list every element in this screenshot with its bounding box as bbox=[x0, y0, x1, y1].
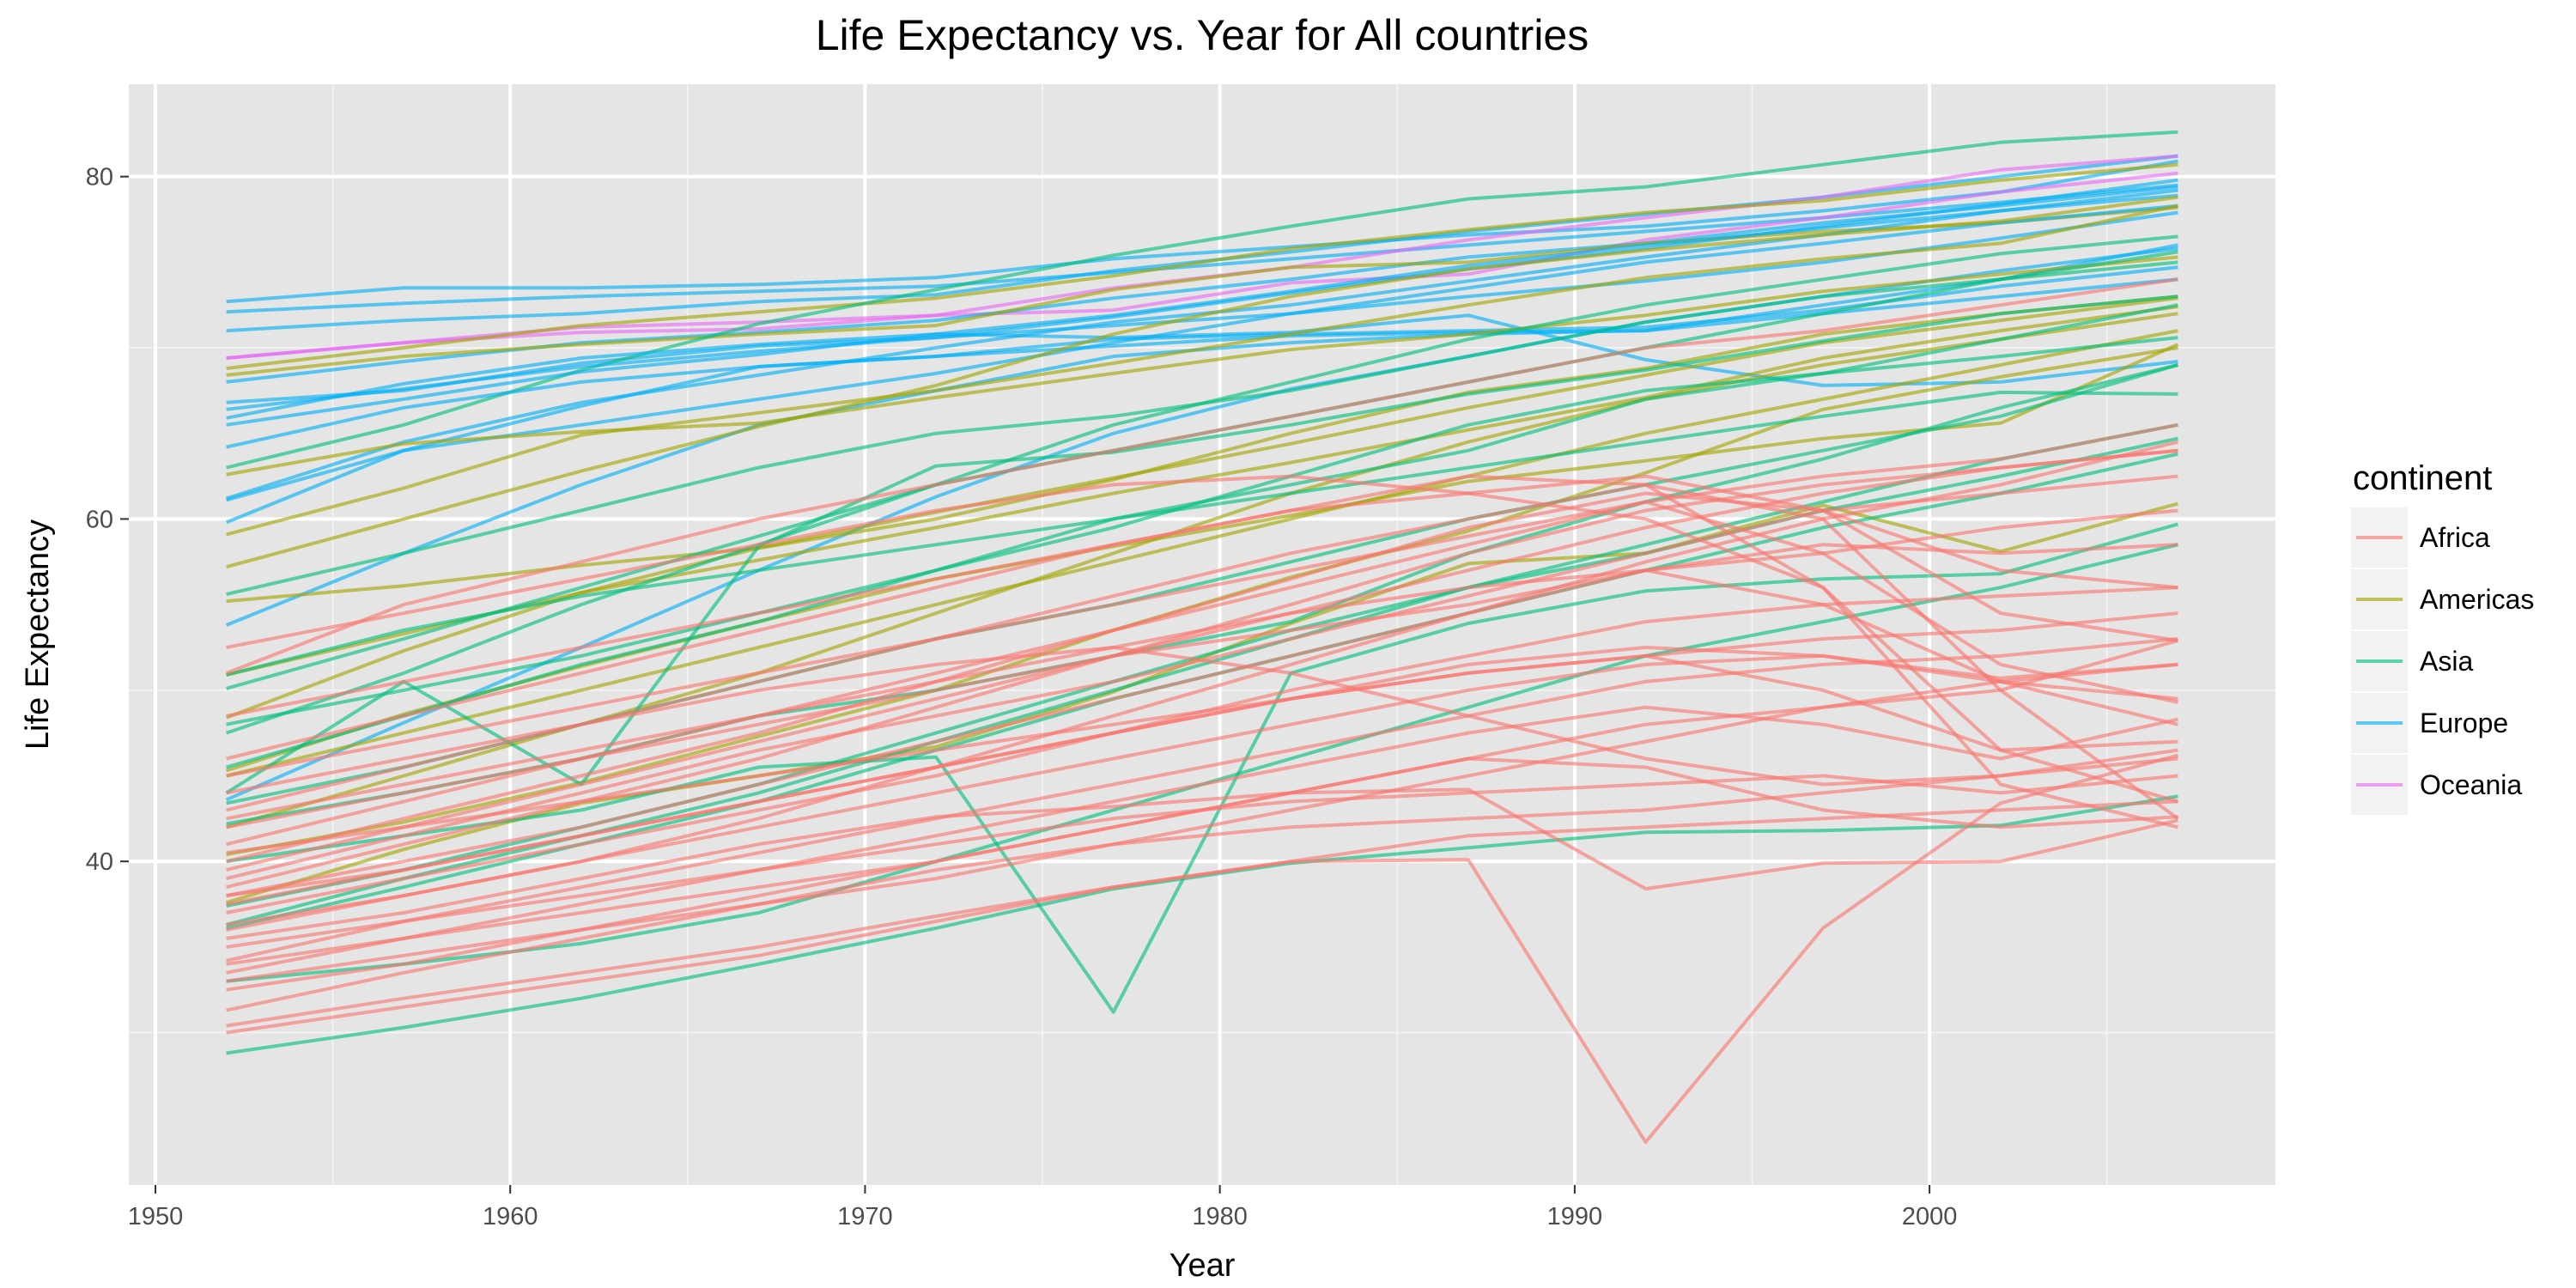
series-line-africa bbox=[226, 787, 2178, 940]
series-line-europe bbox=[226, 313, 2178, 420]
legend: continent Africa Americas Asia Europe Oceani… bbox=[2351, 459, 2534, 815]
series-line-europe bbox=[226, 243, 2178, 502]
series-line-europe bbox=[225, 204, 2178, 525]
y-tick-label: 60 bbox=[86, 506, 113, 533]
series-line-africa bbox=[226, 440, 2178, 927]
x-tick-label: 1980 bbox=[1192, 1203, 1248, 1230]
x-tick-label: 2000 bbox=[1902, 1203, 1958, 1230]
series-line-asia bbox=[226, 390, 2178, 677]
series-line-americas bbox=[226, 195, 2178, 569]
series-line-americas bbox=[226, 329, 2178, 778]
legend-title: continent bbox=[2353, 459, 2492, 497]
series-line-africa bbox=[226, 500, 2178, 778]
series-line-africa bbox=[226, 753, 2178, 1145]
series-line-africa bbox=[226, 646, 2178, 795]
legend-label-asia: Asia bbox=[2420, 646, 2473, 677]
x-tick-label: 1960 bbox=[483, 1203, 538, 1230]
series-line-americas bbox=[226, 255, 2178, 477]
x-tick-label: 1990 bbox=[1547, 1203, 1603, 1230]
series-line-africa bbox=[225, 277, 2178, 675]
x-axis-title: Year bbox=[1170, 1248, 1236, 1284]
y-axis-ticks: 40 60 80 bbox=[86, 164, 129, 876]
series-line-africa bbox=[226, 748, 2178, 1012]
x-tick-label: 1970 bbox=[837, 1203, 893, 1230]
legend-label-americas: Americas bbox=[2420, 584, 2534, 615]
series-line-americas bbox=[226, 204, 2178, 537]
series-line-africa bbox=[226, 491, 2178, 864]
series-line-asia bbox=[226, 260, 2178, 597]
series-line-africa bbox=[226, 637, 2178, 963]
series-line-americas bbox=[226, 162, 2178, 370]
series-line-europe bbox=[226, 188, 2178, 427]
series-line-asia bbox=[226, 130, 2178, 470]
series-line-africa bbox=[226, 474, 2178, 829]
series-line-africa bbox=[226, 568, 2178, 821]
series-line-africa bbox=[226, 611, 2178, 855]
series-line-europe bbox=[226, 159, 2178, 304]
series-line-africa bbox=[226, 639, 2178, 966]
x-axis-ticks: 1950 1960 1970 1980 1990 2000 bbox=[128, 1185, 1958, 1230]
y-tick-label: 40 bbox=[86, 848, 113, 876]
series-line-africa bbox=[226, 448, 2178, 872]
series-line-europe bbox=[226, 210, 2178, 411]
legend-items: Africa Americas Asia Europe Oceania bbox=[2351, 507, 2534, 815]
y-axis-title: Life Expectancy bbox=[20, 519, 56, 750]
series-line-asia bbox=[226, 336, 2178, 726]
series-line-asia bbox=[226, 522, 2178, 1014]
chart-title: Life Expectancy vs. Year for All countri… bbox=[816, 11, 1589, 59]
x-tick-label: 1950 bbox=[128, 1203, 184, 1230]
y-tick-label: 80 bbox=[86, 164, 113, 191]
legend-label-oceania: Oceania bbox=[2420, 769, 2522, 800]
series-line-africa bbox=[226, 646, 2178, 906]
legend-label-europe: Europe bbox=[2420, 708, 2508, 738]
legend-label-africa: Africa bbox=[2420, 522, 2490, 553]
series-lines bbox=[225, 130, 2179, 1145]
series-line-africa bbox=[226, 474, 2178, 718]
series-line-africa bbox=[226, 705, 2178, 975]
series-line-americas bbox=[226, 305, 2178, 677]
